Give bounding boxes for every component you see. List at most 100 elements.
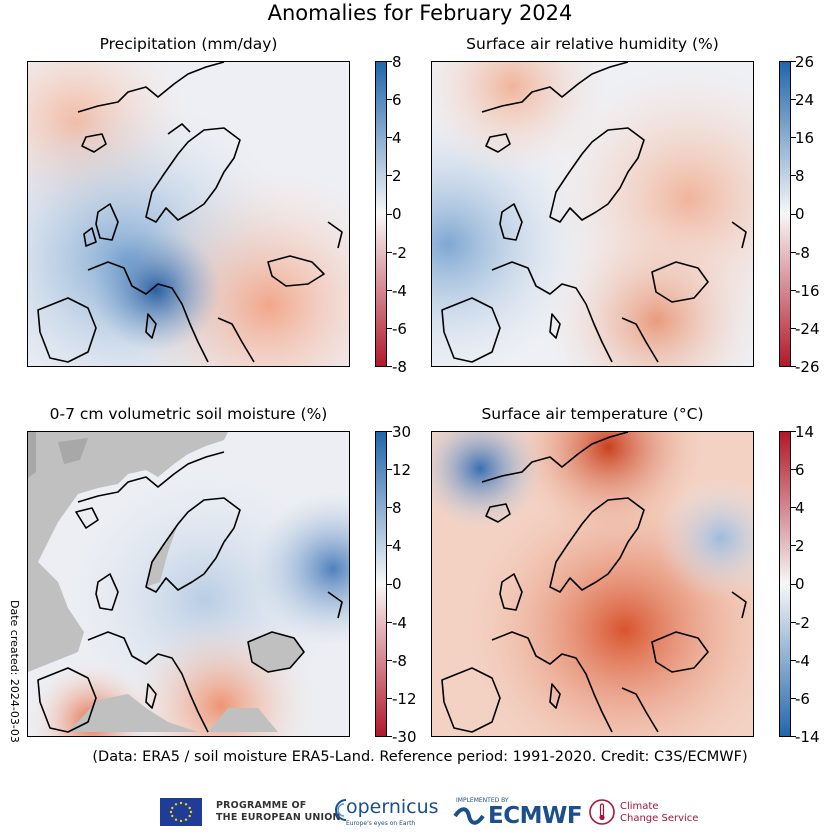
colorbar-tickmark: [791, 213, 796, 215]
colorbar-tickmark: [791, 175, 796, 177]
colorbar-tick: 4: [795, 499, 805, 517]
colorbar-tickmark: [387, 469, 392, 471]
colorbar-tick: 2: [392, 167, 402, 185]
colorbar-tickmark: [387, 175, 392, 177]
panel-title-temperature: Surface air temperature (°C): [481, 405, 704, 423]
eu-programme-text: PROGRAMME OF THE EUROPEAN UNION: [216, 800, 341, 824]
colorbar-tick: -8: [392, 358, 407, 376]
colorbar-tick: 0: [795, 575, 805, 593]
colorbar-tickmark: [387, 327, 392, 329]
colorbar-temperature: [779, 431, 791, 737]
colorbar-tickmark: [791, 659, 796, 661]
copernicus-logo-icon: [330, 796, 350, 828]
map-humidity: [431, 61, 754, 367]
colorbar-tick: -14: [795, 728, 820, 746]
map-temperature: [431, 431, 754, 737]
colorbar-tickmark: [387, 289, 392, 291]
copernicus-tagline: Europe's eyes on Earth: [346, 820, 416, 827]
colorbar-tick: 0: [795, 205, 805, 223]
colorbar-tick: 8: [392, 53, 402, 71]
eu-programme-line2: THE EUROPEAN UNION: [216, 812, 341, 823]
colorbar-tick: 0: [392, 205, 402, 223]
colorbar-tickmark: [791, 736, 796, 737]
colorbar-tickmark: [387, 366, 392, 367]
copernicus-logo-text: opernicus: [346, 796, 439, 818]
colorbar-tick: -8: [795, 244, 810, 262]
colorbar-tickmark: [791, 289, 796, 291]
colorbar-tickmark: [791, 61, 796, 62]
colorbar-tickmark: [387, 507, 392, 509]
panel-title-soil-moisture: 0-7 cm volumetric soil moisture (%): [49, 405, 328, 423]
colorbar-tick: 6: [795, 461, 805, 479]
colorbar-tickmark: [791, 366, 796, 367]
colorbar-tick: -4: [795, 652, 810, 670]
colorbar-tickmark: [387, 659, 392, 661]
colorbar-tick: -2: [795, 614, 810, 632]
colorbar-tick: -6: [392, 320, 407, 338]
colorbar-tickmark: [791, 251, 796, 253]
date-created: Date created: 2024-03-03: [8, 600, 21, 743]
colorbar-tickmark: [387, 583, 392, 585]
colorbar-tickmark: [387, 431, 392, 432]
main-title: Anomalies for February 2024: [267, 1, 573, 25]
colorbar-tick: -2: [392, 244, 407, 262]
colorbar-tick: -30: [392, 728, 417, 746]
colorbar-tick: -12: [392, 690, 417, 708]
eu-programme-line1: PROGRAMME OF: [216, 800, 307, 811]
ecmwf-logo-icon: [453, 805, 485, 831]
colorbar-tick: 26: [795, 53, 815, 71]
colorbar-tick: 0: [392, 575, 402, 593]
c3s-line2: Change Service: [620, 813, 699, 824]
colorbar-tick: 12: [392, 461, 412, 479]
colorbar-precipitation: [375, 61, 387, 367]
ecmwf-implemented-by: IMPLEMENTED BY: [456, 797, 509, 804]
colorbar-tickmark: [387, 697, 392, 699]
colorbar-tickmark: [791, 469, 796, 471]
colorbar-tickmark: [791, 431, 796, 432]
colorbar-tickmark: [791, 583, 796, 585]
colorbar-soil-moisture: [375, 431, 387, 737]
colorbar-tickmark: [791, 327, 796, 329]
colorbar-tick: 30: [392, 423, 412, 441]
colorbar-tick: -16: [795, 282, 820, 300]
colorbar-tickmark: [791, 137, 796, 139]
colorbar-tickmark: [387, 251, 392, 253]
colorbar-tick: -26: [795, 358, 820, 376]
colorbar-tickmark: [387, 99, 392, 101]
map-precipitation: [27, 61, 350, 367]
colorbar-tick: 8: [392, 499, 402, 517]
colorbar-tickmark: [387, 545, 392, 547]
colorbar-tick: 8: [795, 167, 805, 185]
colorbar-tick: 2: [795, 537, 805, 555]
colorbar-humidity: [779, 61, 791, 367]
colorbar-tickmark: [791, 507, 796, 509]
colorbar-tickmark: [387, 736, 392, 737]
colorbar-tick: 14: [795, 423, 815, 441]
data-credit: (Data: ERA5 / soil moisture ERA5-Land. R…: [92, 749, 748, 765]
c3s-logo-text: Climate Change Service: [620, 801, 698, 825]
colorbar-tick: 16: [795, 129, 815, 147]
panel-title-precipitation: Precipitation (mm/day): [99, 35, 278, 53]
colorbar-tick: 24: [795, 91, 815, 109]
colorbar-tick: 4: [392, 537, 402, 555]
colorbar-tickmark: [791, 99, 796, 101]
panel-title-humidity: Surface air relative humidity (%): [466, 35, 719, 53]
colorbar-tickmark: [791, 621, 796, 623]
c3s-line1: Climate: [620, 801, 659, 812]
colorbar-tick: -4: [392, 282, 407, 300]
colorbar-tickmark: [791, 545, 796, 547]
ecmwf-logo-text: ECMWF: [488, 803, 583, 829]
colorbar-tickmark: [387, 61, 392, 62]
thermometer-icon: [588, 798, 616, 830]
colorbar-tick: 6: [392, 91, 402, 109]
colorbar-tick: -24: [795, 320, 820, 338]
map-soil-moisture: [27, 431, 350, 737]
colorbar-tickmark: [387, 621, 392, 623]
colorbar-tick: -8: [392, 652, 407, 670]
colorbar-tick: -4: [392, 614, 407, 632]
colorbar-tickmark: [387, 137, 392, 139]
colorbar-tickmark: [387, 213, 392, 215]
colorbar-tick: -6: [795, 690, 810, 708]
eu-flag-logo: [160, 798, 202, 826]
colorbar-tickmark: [791, 697, 796, 699]
